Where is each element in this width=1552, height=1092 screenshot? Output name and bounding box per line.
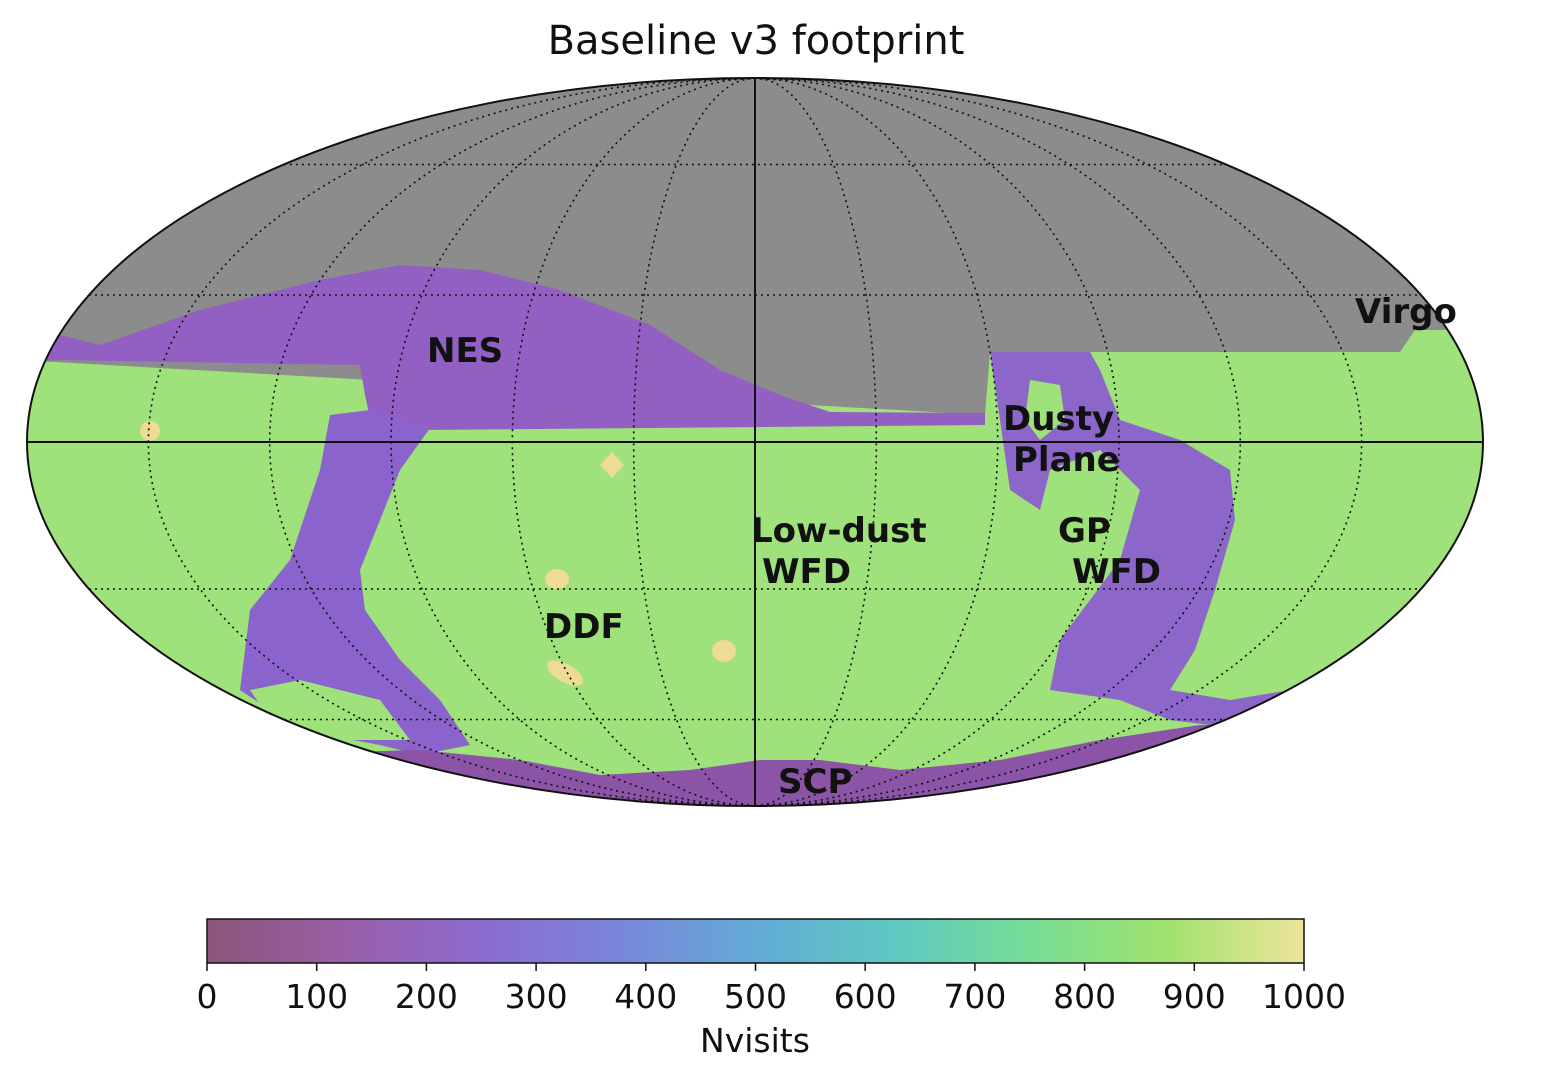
region-dusty-plane-left (240, 410, 470, 755)
ddf-field (600, 452, 624, 478)
colorbar-tick-label: 700 (943, 977, 1006, 1016)
colorbar-tick-label: 200 (395, 977, 458, 1016)
label-virgo: Virgo (1355, 292, 1457, 332)
label-nes: NES (427, 331, 503, 371)
ddf-field (545, 569, 569, 589)
colorbar-tick-label: 800 (1053, 977, 1116, 1016)
colorbar-tick-label: 900 (1163, 977, 1226, 1016)
colorbar-tick-label: 1000 (1262, 977, 1346, 1016)
colorbar-ticks: 0 100 200 300 400 500 600 700 800 900 1000 (197, 963, 1346, 1016)
colorbar-tick-label: 0 (197, 977, 218, 1016)
ddf-field (712, 640, 736, 662)
label-ddf: DDF (544, 607, 624, 647)
colorbar-label: Nvisits (700, 1021, 810, 1060)
colorbar-tick-label: 500 (724, 977, 787, 1016)
map-title: Baseline v3 footprint (547, 18, 965, 64)
colorbar-tick-label: 300 (505, 977, 568, 1016)
label-gp-wfd: GP WFD (1058, 511, 1161, 592)
region-nes (27, 265, 985, 430)
map-boundary (26, 77, 1484, 807)
colorbar-bar (206, 918, 1305, 964)
region-dusty-plane-right (990, 352, 1290, 730)
ddf-fields (140, 421, 736, 686)
colorbar: 0 100 200 300 400 500 600 700 800 900 1000 Nvisits (197, 918, 1346, 1060)
ddf-field (547, 660, 583, 686)
region-gp-wfd-patch (1025, 380, 1065, 440)
meridian-line (754, 78, 1242, 806)
label-low-dust-wfd: Low-dust WFD (751, 511, 938, 592)
colorbar-tick-label: 100 (285, 977, 348, 1016)
colorbar-tick-label: 600 (834, 977, 897, 1016)
label-dusty-plane: Dusty Plane (1003, 399, 1126, 480)
label-scp: SCP (778, 762, 852, 802)
ddf-field (140, 421, 160, 441)
colorbar-tick-label: 400 (614, 977, 677, 1016)
footprint-layer (27, 78, 1483, 806)
